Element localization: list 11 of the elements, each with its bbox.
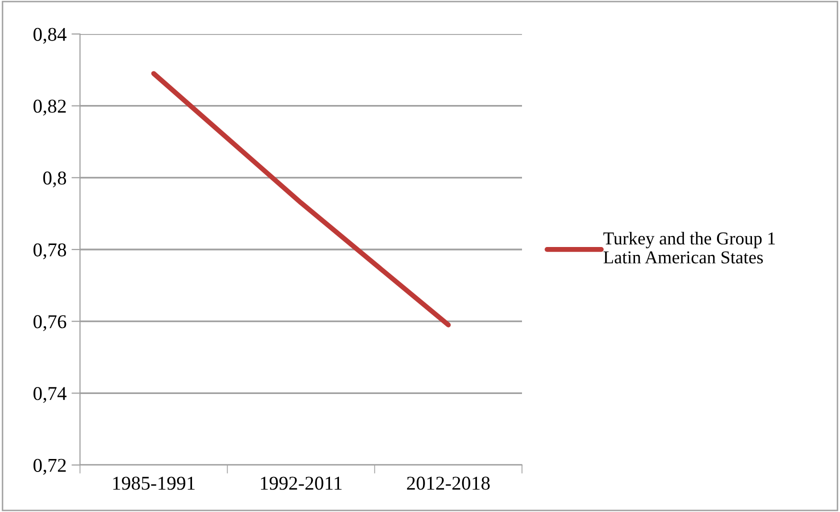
x-tick-label: 2012-2018 <box>407 476 490 490</box>
legend-label: Turkey and the Group 1 Latin American States <box>603 232 775 264</box>
y-tick-label: 0,72 <box>34 458 66 475</box>
y-tick-label: 0,84 <box>34 28 66 44</box>
y-tick-label: 0,82 <box>34 100 66 116</box>
y-tick-label: 0,8 <box>43 171 66 188</box>
y-tick-label: 0,76 <box>34 315 66 332</box>
y-tick-label: 0,78 <box>34 243 66 260</box>
y-tick-label: 0,74 <box>34 386 66 403</box>
x-tick-label: 1992-2011 <box>260 476 342 490</box>
x-tick-label: 1985-1991 <box>113 476 195 490</box>
